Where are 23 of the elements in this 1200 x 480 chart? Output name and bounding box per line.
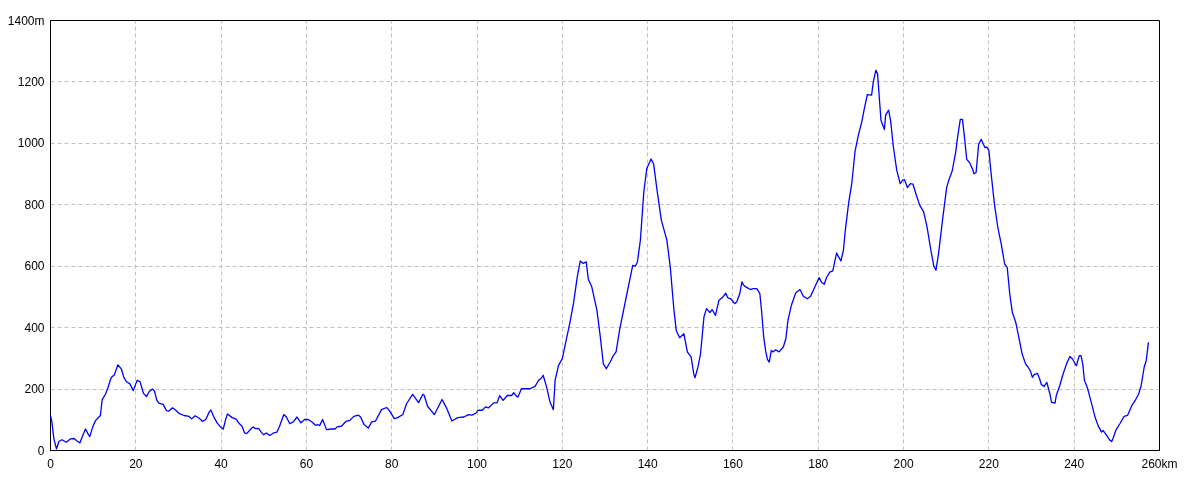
- y-tick-label: 400: [24, 320, 45, 335]
- y-tick-label: 1200: [17, 74, 45, 89]
- y-tick-label: 1000: [17, 136, 45, 151]
- x-tick-label: 0: [47, 456, 55, 471]
- x-tick-label: 80: [385, 456, 399, 471]
- x-tick-label: 260km: [1141, 456, 1178, 471]
- x-tick-label: 180: [808, 456, 829, 471]
- y-tick-label: 600: [24, 259, 45, 274]
- y-tick-label: 200: [24, 382, 45, 397]
- x-tick-label: 100: [467, 456, 488, 471]
- line-series: [49, 69, 1150, 450]
- y-tick-label: 0: [37, 443, 45, 458]
- x-tick-label: 200: [893, 456, 914, 471]
- x-tick-label: 220: [978, 456, 1000, 471]
- x-tick-label: 120: [552, 456, 573, 471]
- x-tick-label: 40: [214, 456, 229, 471]
- y-tick-label: 1400m: [7, 13, 45, 28]
- x-tick-label: 20: [129, 456, 143, 471]
- y-tick-label: 800: [24, 197, 45, 212]
- x-tick-label: 140: [637, 456, 658, 471]
- x-tick-label: 160: [722, 456, 744, 471]
- x-tick-label: 240: [1064, 456, 1085, 471]
- x-tick-label: 60: [299, 456, 314, 471]
